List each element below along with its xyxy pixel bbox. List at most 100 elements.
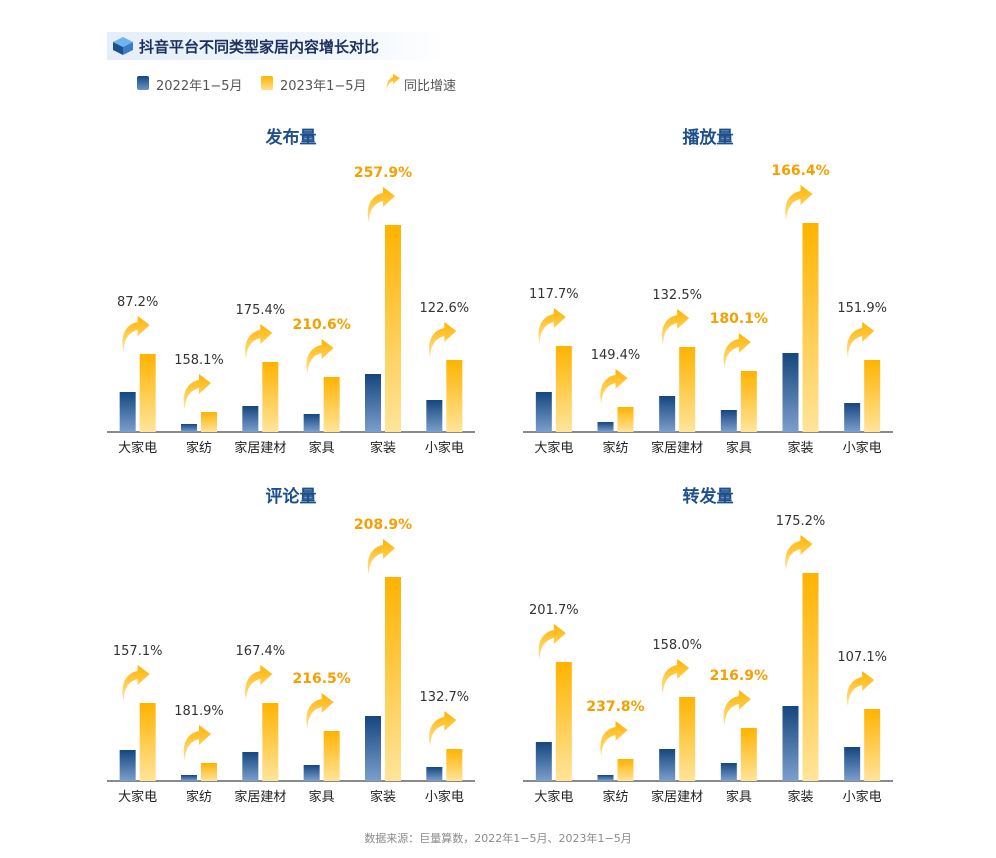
bar-2022-3-3 [720,763,737,781]
category-label-3-2: 家居建材 [651,789,703,805]
bar-2023-1-5 [864,360,881,432]
growth-label-0-0: 87.2% [117,295,158,310]
growth-label-0-5: 122.6% [420,301,470,316]
bar-2023-3-1 [617,759,634,781]
bar-2022-3-1 [597,775,614,781]
chart-title-2: 评论量 [266,486,317,507]
bar-2022-0-4 [365,374,381,432]
bar-2023-0-3 [323,377,340,432]
growth-label-3-4: 175.2% [776,514,826,529]
growth-label-2-4: 208.9% [354,517,412,533]
growth-label-0-4: 257.9% [354,165,412,181]
growth-arrow-icon-1-4 [785,185,813,221]
growth-arrow-icon [386,74,400,91]
category-label-1-0: 大家电 [534,440,573,456]
bar-2023-0-1 [201,412,217,432]
growth-label-3-5: 107.1% [837,650,887,665]
bar-2023-3-5 [864,709,881,781]
growth-arrow-icon-1-0 [538,308,566,344]
category-label-3-4: 家装 [787,789,813,805]
growth-label-3-2: 158.0% [652,638,702,653]
bar-2023-2-2 [262,703,279,781]
bar-2023-1-0 [555,346,572,432]
bar-2023-0-2 [262,362,279,432]
bar-2023-1-4 [802,223,819,432]
bar-2023-3-4 [802,573,819,781]
growth-arrow-icon-1-3 [723,333,751,369]
category-label-1-4: 家装 [787,440,813,456]
category-label-2-2: 家居建材 [234,789,286,805]
category-label-0-1: 家纺 [186,440,212,456]
growth-arrow-icon-0-2 [245,324,273,360]
growth-label-1-5: 151.9% [837,301,887,316]
growth-arrow-icon-0-1 [183,374,211,410]
category-label-2-5: 小家电 [425,789,464,805]
growth-label-2-5: 132.7% [420,690,470,705]
growth-label-1-0: 117.7% [529,287,579,302]
growth-arrow-icon-3-0 [538,624,566,660]
cube-icon [113,37,133,55]
bar-2023-2-0 [139,703,156,781]
bar-2022-2-1 [181,775,197,781]
chart-title-0: 发布量 [265,127,317,148]
bar-2022-1-3 [720,410,737,432]
growth-arrow-icon-0-0 [122,316,150,352]
growth-arrow-icon-1-2 [661,309,690,345]
bar-2022-3-0 [535,742,552,781]
growth-label-1-1: 149.4% [591,348,641,363]
chart-title-3: 转发量 [683,486,734,507]
bar-2022-0-5 [426,400,443,432]
growth-arrow-icon-3-1 [600,721,628,757]
bar-2023-1-1 [617,407,634,432]
bar-2022-3-4 [782,706,799,781]
category-label-1-2: 家居建材 [651,440,703,456]
growth-arrow-icon-2-5 [429,711,457,747]
bar-2023-0-0 [139,354,156,432]
growth-label-0-2: 175.4% [236,303,286,318]
legend-swatch-2022 [137,76,149,90]
growth-arrow-icon-0-3 [306,339,334,375]
category-label-3-5: 小家电 [843,789,882,805]
legend-label-2023: 2023年1−5月 [280,79,367,94]
growth-label-3-3: 216.9% [710,668,768,684]
bar-2022-2-4 [365,716,381,781]
bar-2023-1-2 [679,347,696,432]
bar-2023-0-4 [385,225,401,432]
growth-arrow-icon-0-4 [367,187,395,223]
bar-2022-0-3 [303,414,320,432]
category-label-1-3: 家具 [726,440,752,456]
growth-label-1-3: 180.1% [710,311,768,327]
growth-label-1-2: 132.5% [652,288,702,303]
growth-label-3-1: 237.8% [586,699,644,715]
category-label-0-2: 家居建材 [234,440,286,456]
bar-2023-3-3 [740,728,757,781]
bar-2023-3-0 [555,662,572,781]
growth-label-2-3: 216.5% [293,671,351,687]
category-label-2-3: 家具 [309,789,335,805]
category-label-2-1: 家纺 [186,789,212,805]
bar-2022-0-1 [181,424,197,432]
bar-2022-0-0 [119,392,136,432]
bar-2023-0-5 [446,360,463,432]
growth-arrow-icon-3-4 [785,535,813,571]
bar-2022-1-5 [844,403,861,432]
chart-title-1: 播放量 [683,127,734,148]
growth-arrow-icon-2-0 [122,665,150,701]
category-label-3-0: 大家电 [534,789,573,805]
category-label-3-3: 家具 [726,789,752,805]
growth-arrow-icon-1-1 [600,369,628,405]
growth-label-2-2: 167.4% [236,644,286,659]
growth-label-2-1: 181.9% [174,704,224,719]
growth-arrow-icon-0-5 [429,322,457,358]
bar-2022-2-3 [303,765,320,781]
growth-arrow-icon-1-5 [846,322,875,358]
growth-label-1-4: 166.4% [771,163,829,179]
bar-2023-2-5 [446,749,463,781]
bar-2022-1-2 [659,396,676,432]
growth-arrow-icon-2-2 [245,665,273,701]
bar-2022-1-4 [782,353,799,432]
growth-label-2-0: 157.1% [113,644,163,659]
category-label-0-0: 大家电 [118,440,157,456]
category-label-1-5: 小家电 [843,440,882,456]
